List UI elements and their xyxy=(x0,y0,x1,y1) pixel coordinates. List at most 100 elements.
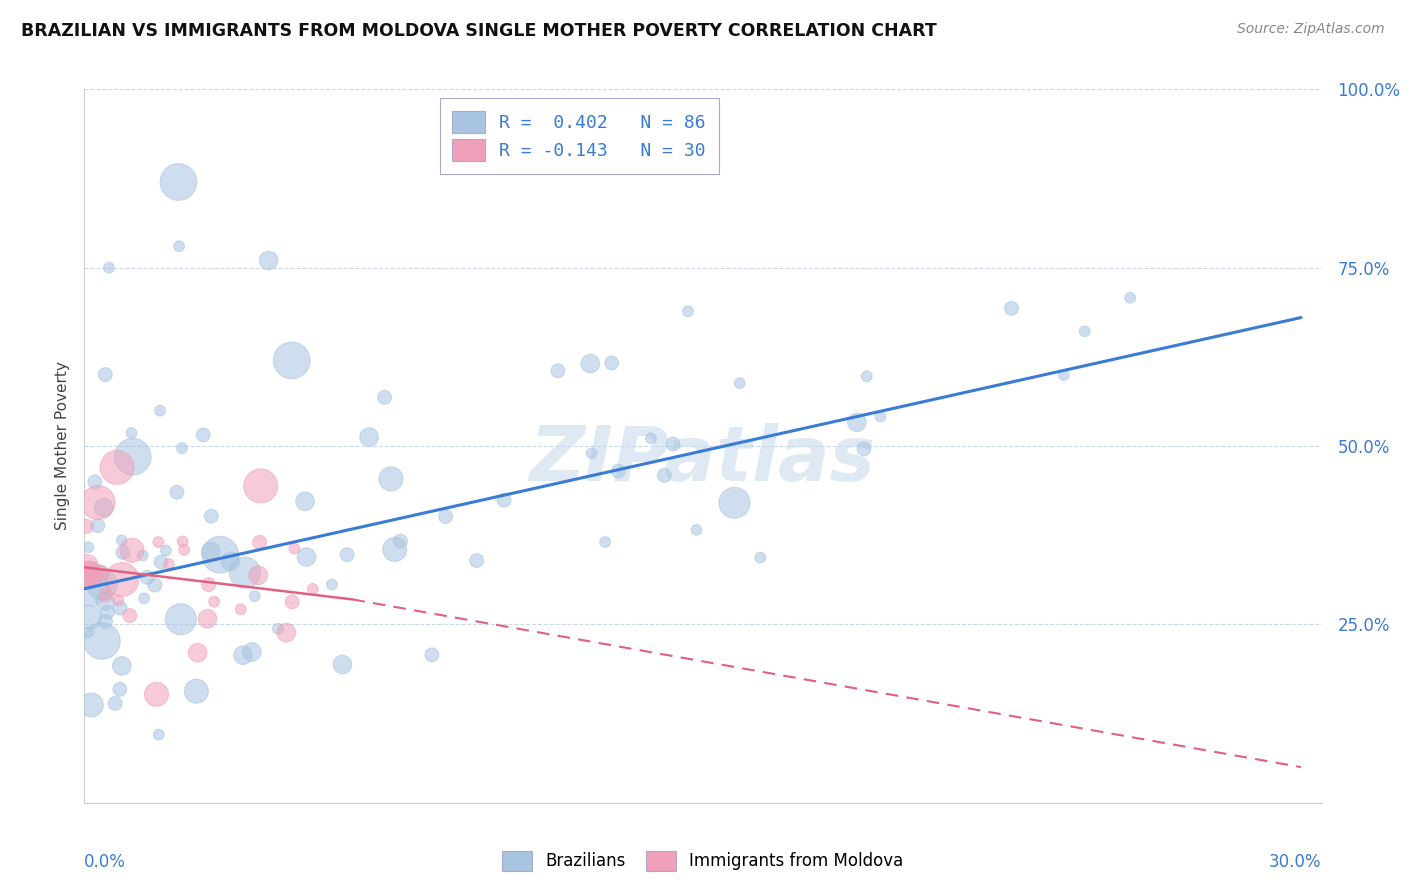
Point xyxy=(111,659,134,673)
Point xyxy=(1000,301,1022,316)
Text: 30.0%: 30.0% xyxy=(1270,853,1322,871)
Point xyxy=(94,594,117,608)
Text: BRAZILIAN VS IMMIGRANTS FROM MOLDOVA SINGLE MOTHER POVERTY CORRELATION CHART: BRAZILIAN VS IMMIGRANTS FROM MOLDOVA SIN… xyxy=(21,22,936,40)
Point xyxy=(249,535,271,549)
Point xyxy=(492,493,515,508)
Point xyxy=(685,523,707,537)
Point xyxy=(197,612,219,626)
Point xyxy=(640,431,662,445)
Point xyxy=(1053,368,1076,383)
Point xyxy=(1073,324,1095,338)
Point xyxy=(150,555,173,569)
Point xyxy=(131,549,153,563)
Point xyxy=(166,485,188,500)
Point xyxy=(607,464,630,478)
Point xyxy=(276,625,298,640)
Point xyxy=(118,608,141,623)
Point xyxy=(652,468,675,483)
Point xyxy=(105,460,128,475)
Point xyxy=(104,697,127,711)
Point xyxy=(240,645,263,659)
Point xyxy=(111,533,134,548)
Point xyxy=(170,441,193,455)
Point xyxy=(295,549,318,564)
Point xyxy=(77,540,100,554)
Point xyxy=(321,577,343,591)
Point xyxy=(108,601,131,615)
Point xyxy=(96,605,118,619)
Point xyxy=(723,496,745,510)
Point xyxy=(149,403,172,417)
Point xyxy=(143,578,166,592)
Text: ZIPatlas: ZIPatlas xyxy=(530,424,876,497)
Point xyxy=(167,239,190,253)
Point xyxy=(197,577,219,591)
Point xyxy=(79,580,101,594)
Point xyxy=(111,545,134,559)
Point xyxy=(87,518,110,533)
Point xyxy=(193,428,215,442)
Point xyxy=(465,553,488,567)
Legend: R =  0.402   N = 86, R = -0.143   N = 30: R = 0.402 N = 86, R = -0.143 N = 30 xyxy=(440,98,718,174)
Point xyxy=(200,544,222,558)
Point xyxy=(676,304,699,318)
Point xyxy=(75,519,97,533)
Text: Source: ZipAtlas.com: Source: ZipAtlas.com xyxy=(1237,22,1385,37)
Point xyxy=(77,610,100,624)
Point xyxy=(728,376,751,391)
Point xyxy=(108,682,131,697)
Point xyxy=(121,543,143,558)
Point xyxy=(148,535,170,549)
Point xyxy=(93,500,115,515)
Point xyxy=(593,535,616,549)
Point xyxy=(79,566,101,581)
Point xyxy=(111,573,134,587)
Point xyxy=(90,634,112,648)
Point xyxy=(434,509,457,524)
Y-axis label: Single Mother Poverty: Single Mother Poverty xyxy=(55,361,70,531)
Point xyxy=(233,566,256,580)
Point xyxy=(249,479,271,493)
Point xyxy=(243,589,266,603)
Point xyxy=(98,260,121,275)
Point xyxy=(247,568,270,582)
Point xyxy=(90,566,112,580)
Point xyxy=(380,472,402,486)
Point xyxy=(202,595,225,609)
Point xyxy=(302,582,325,596)
Point xyxy=(90,577,112,591)
Point xyxy=(107,593,129,607)
Point xyxy=(209,548,232,562)
Point xyxy=(332,657,354,672)
Point xyxy=(855,369,877,384)
Point xyxy=(148,728,170,742)
Point xyxy=(170,612,193,626)
Legend: Brazilians, Immigrants from Moldova: Brazilians, Immigrants from Moldova xyxy=(494,842,912,880)
Point xyxy=(219,554,242,568)
Point xyxy=(232,648,254,663)
Point xyxy=(157,557,180,571)
Point xyxy=(145,687,167,701)
Point xyxy=(167,175,190,189)
Point xyxy=(420,648,443,662)
Point xyxy=(581,446,603,460)
Point xyxy=(600,356,623,370)
Point xyxy=(80,698,103,712)
Point xyxy=(869,409,891,424)
Point xyxy=(547,364,569,378)
Point xyxy=(359,430,381,444)
Point xyxy=(281,595,304,609)
Point xyxy=(336,548,359,562)
Point xyxy=(749,550,772,565)
Point xyxy=(257,253,280,268)
Point xyxy=(229,602,252,616)
Point xyxy=(294,494,316,508)
Point xyxy=(155,543,177,558)
Point xyxy=(186,684,208,698)
Point xyxy=(77,568,100,582)
Point xyxy=(374,390,396,404)
Point xyxy=(94,588,117,602)
Text: 0.0%: 0.0% xyxy=(84,853,127,871)
Point xyxy=(94,614,117,628)
Point xyxy=(172,534,194,549)
